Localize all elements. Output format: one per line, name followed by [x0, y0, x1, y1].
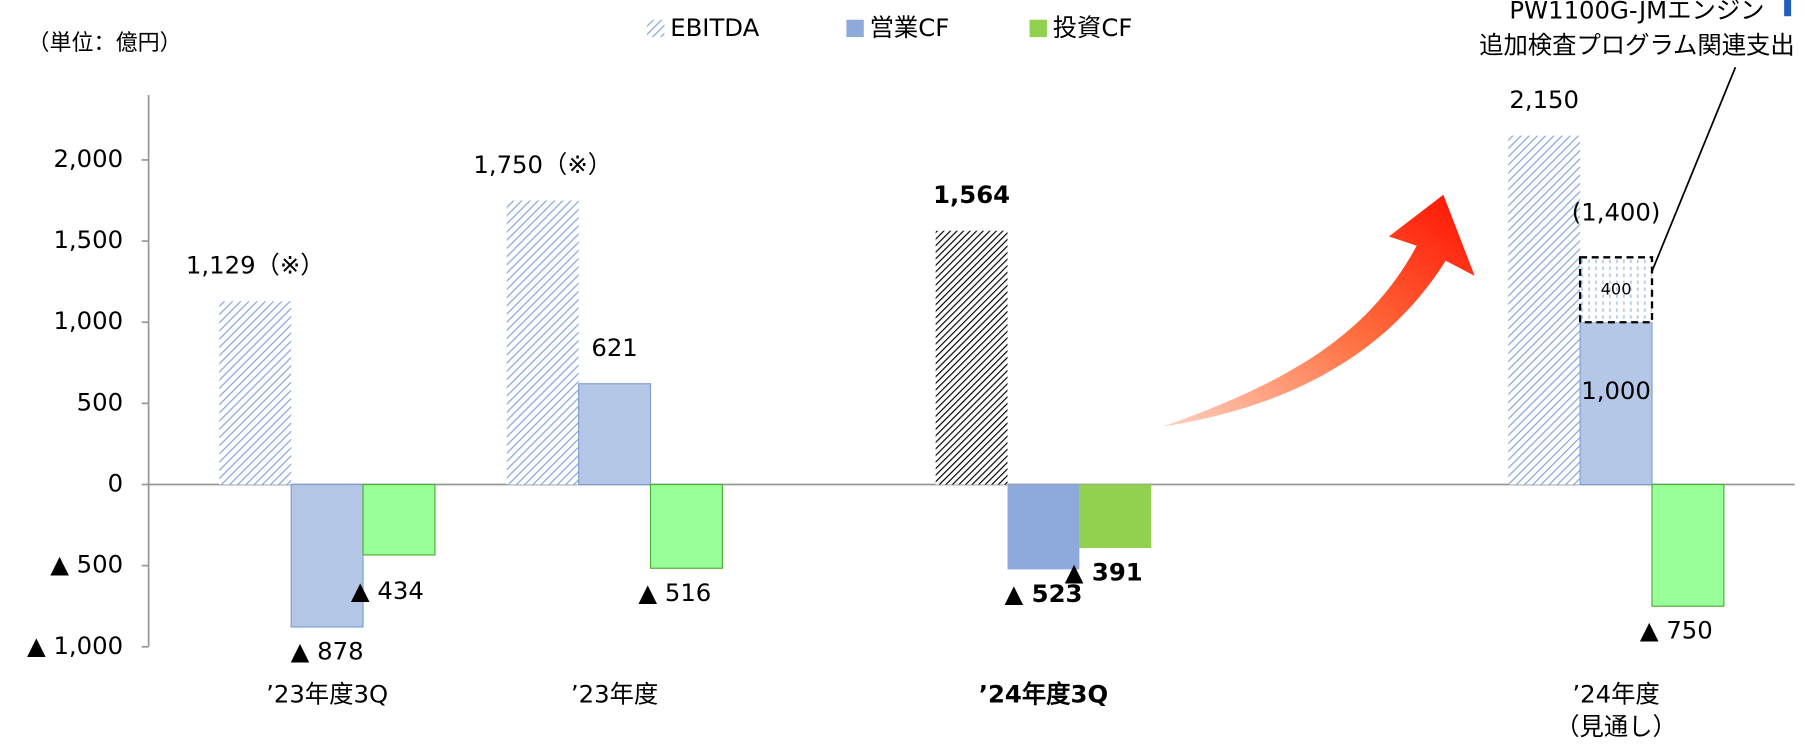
value-label: ▲ 434	[351, 576, 424, 605]
legend-label: 投資CF	[1053, 13, 1133, 42]
bar	[506, 200, 579, 485]
value-label: 1,129（※）	[186, 251, 325, 280]
value-label: 1,750（※）	[473, 150, 612, 179]
value-label: ▲ 391	[1065, 557, 1143, 586]
y-tick-label: ▲ 1,000	[27, 631, 123, 660]
bar	[1508, 135, 1581, 485]
y-tick-label: 1,500	[53, 225, 123, 254]
unit-label: （単位：億円）	[28, 31, 182, 56]
trend-arrow	[1162, 194, 1475, 427]
y-tick-label: 0	[108, 469, 123, 498]
bar	[219, 301, 292, 485]
bar	[649, 483, 723, 569]
legend-swatch	[647, 19, 665, 38]
value-label: ▲ 878	[291, 636, 364, 665]
x-tick-label: ’24年度3Q	[979, 679, 1108, 708]
bar	[1651, 483, 1725, 607]
legend-label: 営業CF	[870, 13, 950, 42]
legend-swatch	[1029, 19, 1047, 38]
x-tick-label: ’24年度（見通し）	[1555, 679, 1677, 740]
value-label: 1,564	[933, 180, 1010, 209]
value-label: 1,000	[1581, 376, 1651, 405]
note-leader	[1651, 66, 1737, 272]
x-tick-label: ’23年度	[571, 679, 658, 708]
legend-label: EBITDA	[670, 13, 759, 42]
y-tick-label: ▲ 500	[50, 550, 123, 579]
bar	[1579, 321, 1653, 486]
bar	[935, 230, 1008, 485]
y-tick-label: 2,000	[53, 144, 123, 173]
bar	[362, 483, 436, 556]
value-label: 621	[591, 333, 637, 362]
value-label: ▲ 516	[638, 578, 711, 607]
value-label: ▲ 750	[1640, 616, 1713, 645]
value-label: 2,150	[1509, 85, 1579, 114]
bar	[290, 483, 364, 628]
y-tick-label: 500	[77, 387, 123, 416]
note-text: 追加検査プログラム関連支出	[1479, 30, 1795, 59]
x-tick-label: ’23年度3Q	[266, 679, 388, 708]
added-segment	[1578, 256, 1654, 324]
value-label: ▲ 523	[1004, 579, 1082, 608]
total-label: (1,400)	[1572, 197, 1661, 226]
bar	[1079, 484, 1152, 548]
segment-label: 400	[1601, 279, 1632, 298]
bar	[578, 383, 652, 486]
bar	[1007, 484, 1080, 570]
note-text: PW1100G-JMエンジン	[1509, 0, 1764, 25]
y-tick-label: 1,000	[53, 306, 123, 335]
corner-marker	[1784, 0, 1792, 17]
legend-swatch	[846, 19, 864, 38]
